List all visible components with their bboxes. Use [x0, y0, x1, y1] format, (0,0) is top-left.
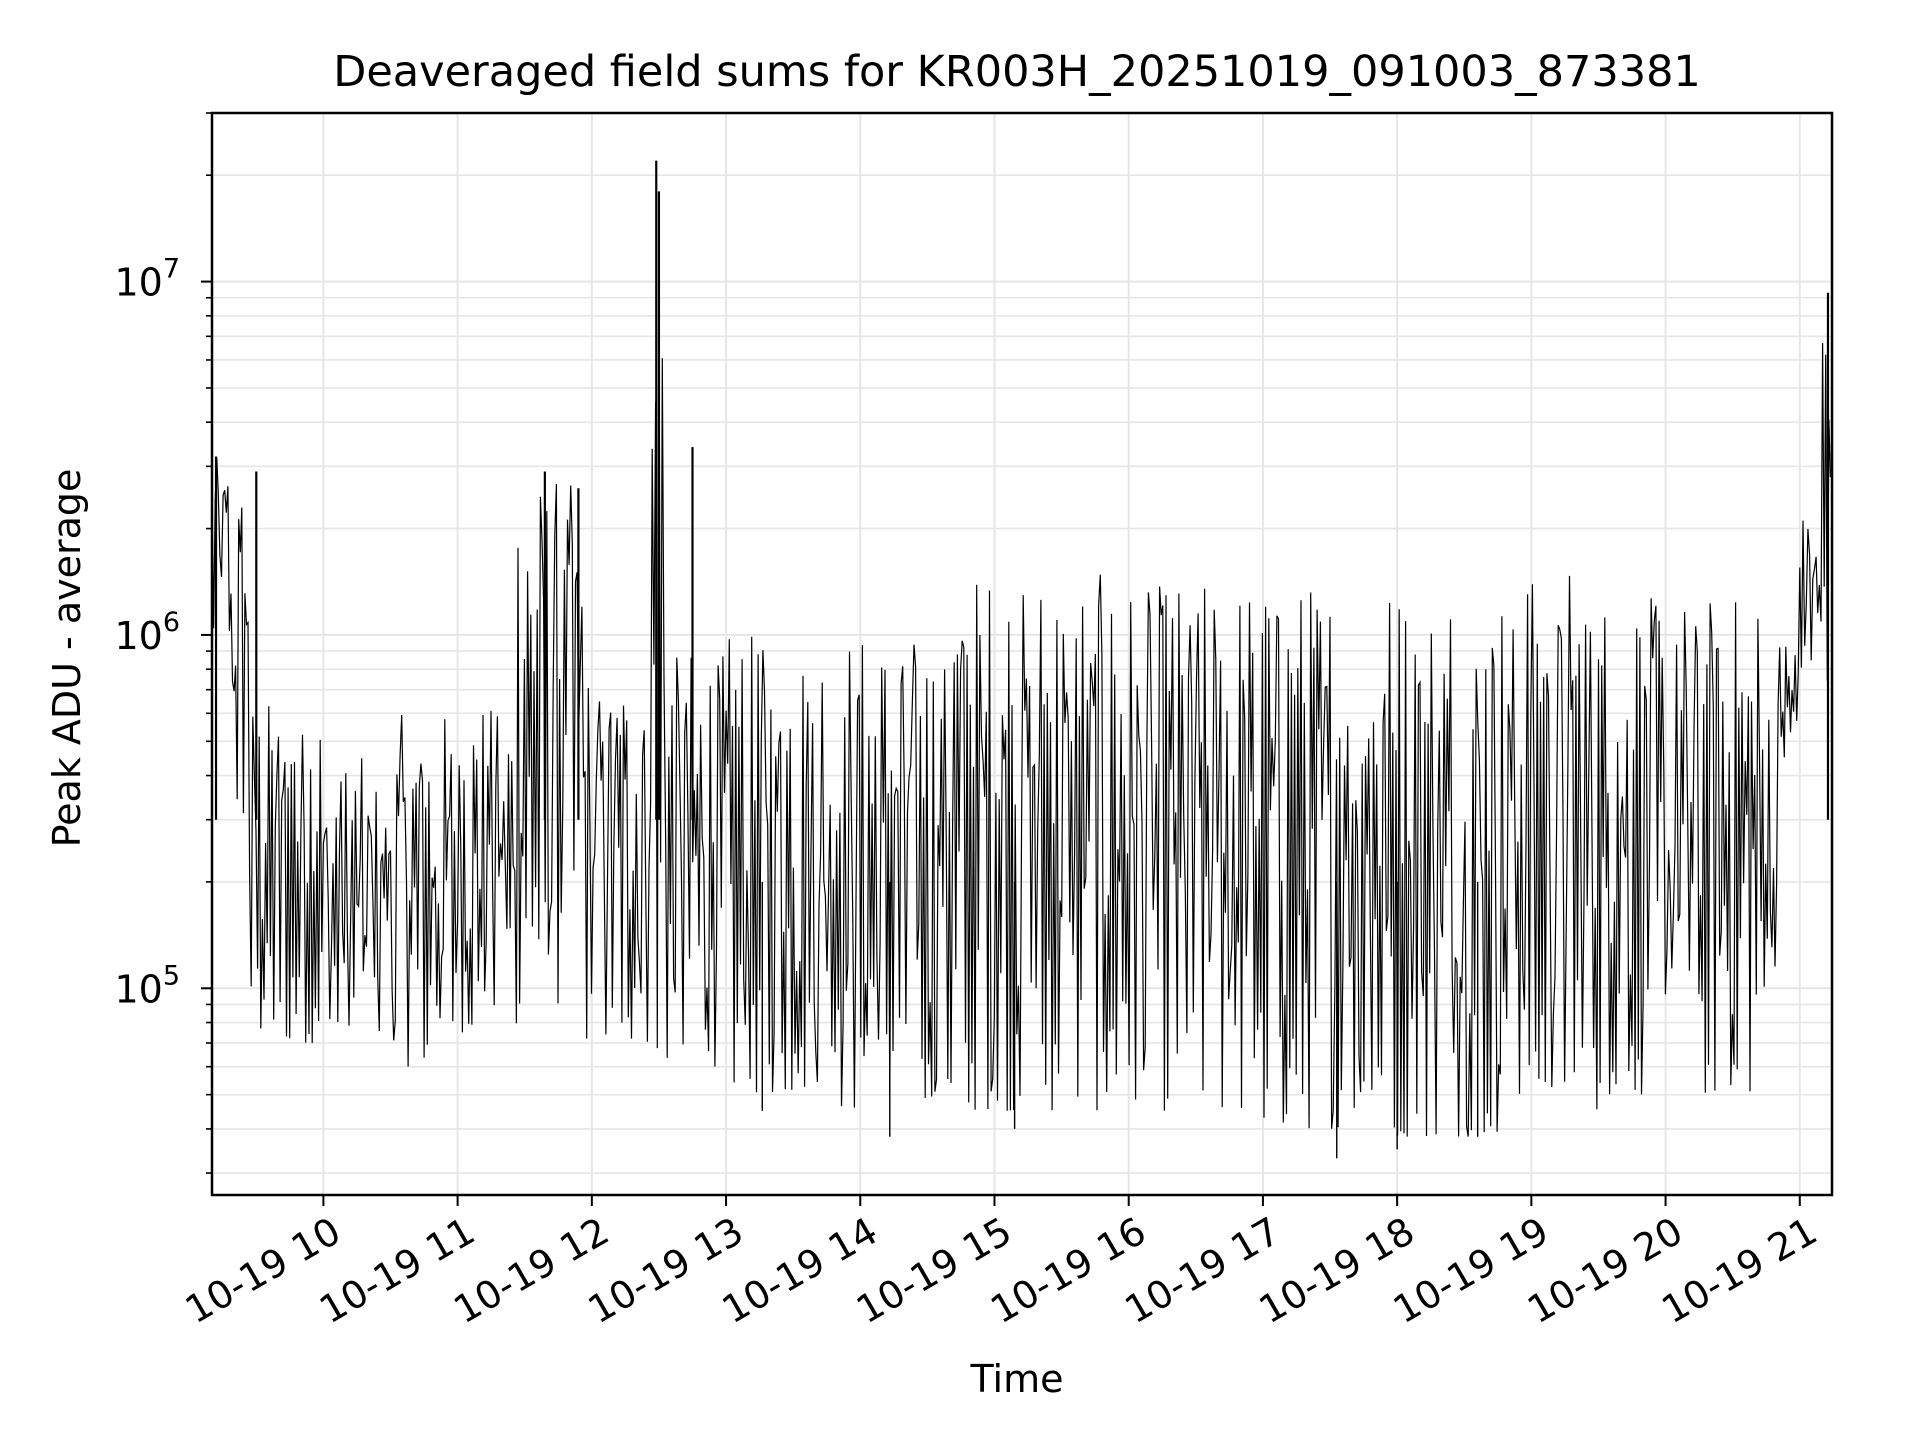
plot-frame — [210, 111, 1834, 1197]
x-axis-label: Time — [970, 1357, 1064, 1401]
y-tick-label: 107 — [114, 254, 180, 305]
y-axis-label: Peak ADU - average — [45, 469, 89, 848]
y-tick-label: 105 — [114, 960, 180, 1011]
y-tick-label: 106 — [114, 607, 180, 658]
series-line — [211, 260, 1831, 1137]
chart-title: Deaveraged field sums for KR003H_2025101… — [333, 47, 1701, 97]
data-area — [211, 160, 1831, 1159]
